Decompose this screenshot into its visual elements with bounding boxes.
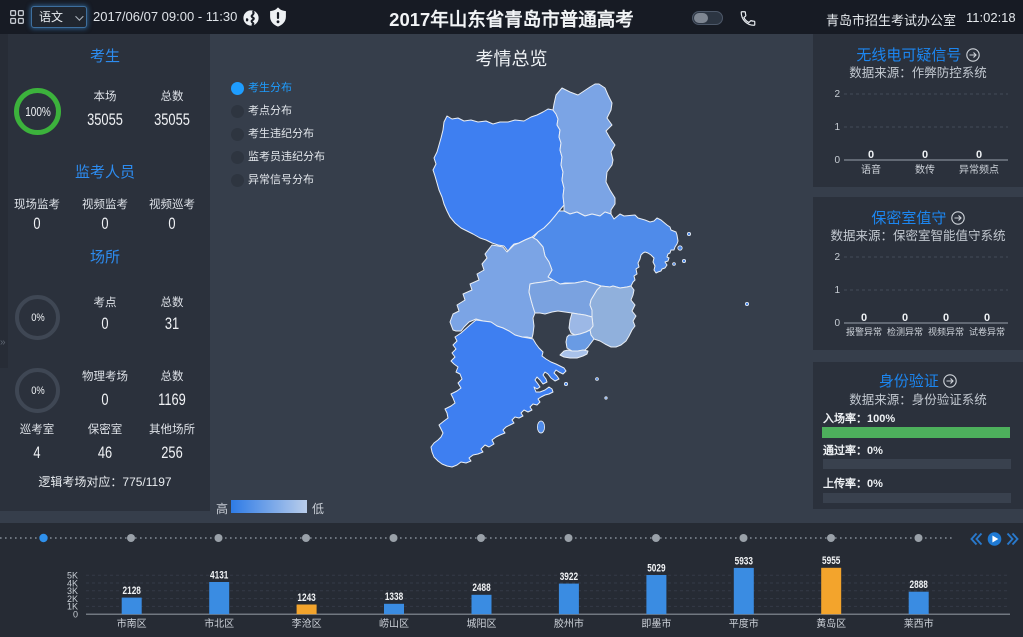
svg-text:胶州市: 胶州市 bbox=[554, 617, 584, 630]
svg-text:莱西市: 莱西市 bbox=[904, 617, 934, 630]
svg-text:2: 2 bbox=[834, 252, 840, 263]
svg-text:视频异常: 视频异常 bbox=[928, 326, 964, 337]
svg-text:市北区: 市北区 bbox=[204, 617, 234, 630]
svg-text:0: 0 bbox=[922, 149, 928, 161]
svg-text:0: 0 bbox=[902, 312, 908, 324]
svg-text:检测异常: 检测异常 bbox=[887, 326, 923, 337]
svg-text:0: 0 bbox=[834, 155, 840, 166]
svg-text:平度市: 平度市 bbox=[729, 617, 759, 630]
svg-text:2K: 2K bbox=[67, 594, 78, 604]
svg-text:数传: 数传 bbox=[915, 163, 935, 176]
svg-text:崂山区: 崂山区 bbox=[379, 618, 409, 630]
svg-text:2888: 2888 bbox=[910, 579, 929, 591]
svg-text:1K: 1K bbox=[67, 602, 78, 612]
svg-text:4131: 4131 bbox=[210, 569, 229, 581]
svg-text:2128: 2128 bbox=[123, 585, 142, 597]
svg-text:0: 0 bbox=[868, 149, 874, 161]
svg-text:报警异常: 报警异常 bbox=[846, 326, 882, 337]
svg-text:黄岛区: 黄岛区 bbox=[816, 617, 846, 630]
svg-text:0: 0 bbox=[976, 149, 982, 161]
svg-text:5933: 5933 bbox=[735, 555, 754, 567]
svg-text:2: 2 bbox=[834, 89, 840, 100]
svg-text:1338: 1338 bbox=[385, 591, 404, 603]
svg-text:语音: 语音 bbox=[861, 163, 881, 176]
svg-text:3922: 3922 bbox=[560, 571, 579, 583]
svg-text:0: 0 bbox=[834, 318, 840, 329]
svg-text:即墨市: 即墨市 bbox=[641, 617, 671, 630]
svg-text:5K: 5K bbox=[67, 571, 78, 581]
svg-text:1: 1 bbox=[834, 285, 840, 296]
svg-text:0: 0 bbox=[984, 312, 990, 324]
svg-text:市南区: 市南区 bbox=[117, 617, 147, 630]
svg-text:4K: 4K bbox=[67, 578, 78, 588]
svg-text:0: 0 bbox=[861, 312, 867, 324]
svg-text:李沧区: 李沧区 bbox=[292, 617, 322, 630]
svg-text:异常频点: 异常频点 bbox=[959, 163, 999, 176]
svg-text:试卷异常: 试卷异常 bbox=[969, 326, 1005, 337]
svg-text:1: 1 bbox=[834, 122, 840, 133]
svg-text:2488: 2488 bbox=[472, 582, 491, 594]
svg-text:5955: 5955 bbox=[822, 555, 841, 567]
svg-text:0: 0 bbox=[73, 610, 78, 620]
svg-text:3K: 3K bbox=[67, 586, 78, 596]
svg-text:5029: 5029 bbox=[647, 562, 666, 574]
svg-text:1243: 1243 bbox=[297, 592, 316, 604]
svg-text:城阳区: 城阳区 bbox=[467, 618, 497, 630]
svg-text:0: 0 bbox=[943, 312, 949, 324]
